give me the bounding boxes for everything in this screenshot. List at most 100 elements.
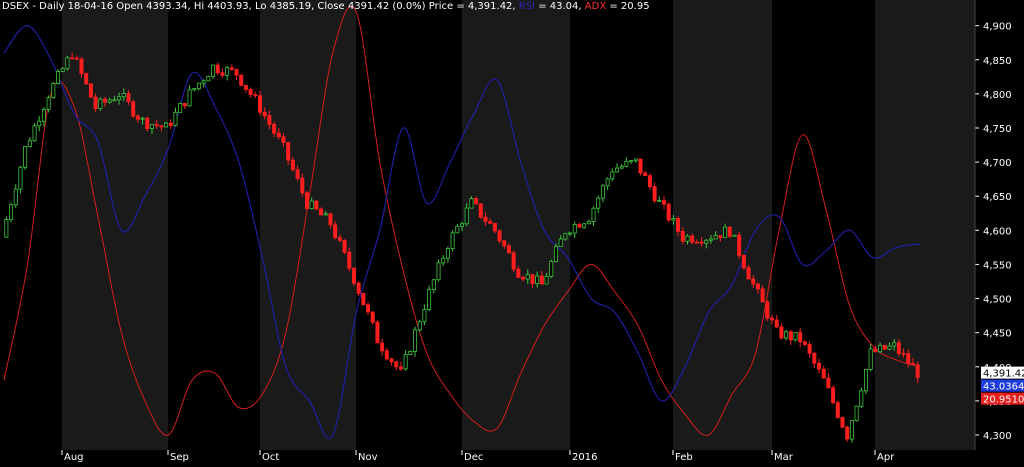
value-badge-text: 4,391.42 bbox=[983, 369, 1024, 380]
month-band bbox=[875, 0, 975, 450]
candle-body bbox=[586, 221, 591, 225]
candle-body bbox=[304, 192, 309, 209]
y-tick-label: 4,650 bbox=[983, 192, 1012, 203]
candle-body bbox=[478, 203, 483, 218]
candle-body bbox=[840, 417, 845, 428]
candle-body bbox=[563, 233, 568, 240]
candle-body bbox=[600, 185, 605, 199]
candle-body bbox=[469, 198, 474, 209]
candle-body bbox=[220, 72, 225, 76]
candle-body bbox=[685, 235, 690, 242]
candle-body bbox=[474, 198, 479, 205]
candle-body bbox=[863, 368, 868, 392]
candle-body bbox=[417, 321, 422, 331]
candle-body bbox=[427, 289, 432, 310]
candle-body bbox=[18, 166, 23, 190]
candle-body bbox=[802, 341, 807, 345]
candle-body bbox=[723, 226, 728, 238]
x-axis: Aug Sep Oct Nov Dec 2016 Feb Mar Apr bbox=[61, 450, 895, 463]
candle-body bbox=[459, 223, 464, 227]
chart-header: DSEX - Daily 18-04-16 Open 4393.34, Hi 4… bbox=[2, 1, 650, 12]
candle-body bbox=[431, 279, 436, 290]
candle-body bbox=[666, 203, 671, 221]
candle-body bbox=[610, 171, 615, 180]
candles-layer bbox=[4, 52, 920, 443]
candle-body bbox=[807, 344, 812, 354]
candle-body bbox=[159, 125, 164, 128]
candle-body bbox=[572, 224, 577, 234]
time-bands bbox=[62, 0, 975, 450]
candle-body bbox=[389, 358, 394, 363]
month-band bbox=[62, 0, 168, 450]
candle-body bbox=[366, 304, 371, 313]
candle-body bbox=[206, 76, 211, 82]
rsi-layer bbox=[3, 25, 921, 439]
candle-body bbox=[774, 319, 779, 328]
candle-body bbox=[117, 96, 122, 101]
candle-body bbox=[530, 274, 535, 284]
y-tick-label: 4,800 bbox=[983, 90, 1012, 101]
value-badge bbox=[981, 392, 1024, 405]
month-band bbox=[673, 0, 772, 450]
candle-body bbox=[300, 177, 305, 194]
candle-body bbox=[577, 224, 582, 228]
candle-body bbox=[605, 178, 610, 187]
candle-body bbox=[464, 207, 469, 225]
candle-body bbox=[295, 169, 300, 179]
candle-body bbox=[356, 282, 361, 294]
candle-body bbox=[732, 234, 737, 237]
candle-body bbox=[253, 94, 258, 97]
candle-body bbox=[746, 267, 751, 280]
x-tick-label: Feb bbox=[675, 452, 693, 463]
candle-body bbox=[845, 426, 850, 440]
candle-body bbox=[704, 239, 709, 244]
candle-body bbox=[145, 117, 150, 129]
candle-body bbox=[849, 420, 854, 440]
candle-body bbox=[718, 235, 723, 238]
candle-body bbox=[676, 218, 681, 232]
candle-body bbox=[770, 317, 775, 321]
candle-body bbox=[831, 387, 836, 404]
candle-body bbox=[309, 200, 314, 209]
candle-body bbox=[436, 262, 441, 281]
candle-body bbox=[624, 160, 629, 167]
y-tick-label: 4,700 bbox=[983, 158, 1012, 169]
candle-body bbox=[859, 390, 864, 407]
candle-body bbox=[779, 326, 784, 339]
candle-body bbox=[32, 125, 37, 142]
candle-body bbox=[488, 220, 493, 224]
candle-body bbox=[323, 213, 328, 216]
candle-body bbox=[751, 278, 756, 285]
candle-body bbox=[633, 158, 638, 162]
candle-body bbox=[506, 245, 511, 254]
candle-body bbox=[342, 239, 347, 253]
candle-body bbox=[817, 362, 822, 370]
adx-series-line bbox=[3, 5, 921, 436]
candle-body bbox=[229, 67, 234, 70]
candle-body bbox=[582, 223, 587, 228]
candle-body bbox=[535, 275, 540, 284]
candle-body bbox=[102, 98, 107, 103]
candle-body bbox=[319, 208, 324, 216]
candle-body bbox=[168, 122, 173, 126]
candle-body bbox=[441, 257, 446, 264]
y-tick-label: 4,750 bbox=[983, 124, 1012, 135]
candle-body bbox=[854, 405, 859, 421]
candle-body bbox=[192, 88, 197, 91]
candle-body bbox=[760, 288, 765, 303]
candle-body bbox=[225, 67, 230, 76]
candle-body bbox=[398, 366, 403, 370]
candle-body bbox=[149, 124, 154, 129]
candle-body bbox=[910, 362, 915, 366]
candle-body bbox=[403, 354, 408, 370]
candle-body bbox=[539, 275, 544, 285]
x-tick-label: Sep bbox=[170, 452, 189, 463]
candle-body bbox=[558, 238, 563, 248]
candle-body bbox=[328, 213, 333, 226]
candle-body bbox=[140, 117, 145, 120]
candle-body bbox=[408, 350, 413, 355]
candle-body bbox=[680, 230, 685, 242]
candle-body bbox=[234, 68, 239, 76]
candle-body bbox=[135, 115, 140, 120]
